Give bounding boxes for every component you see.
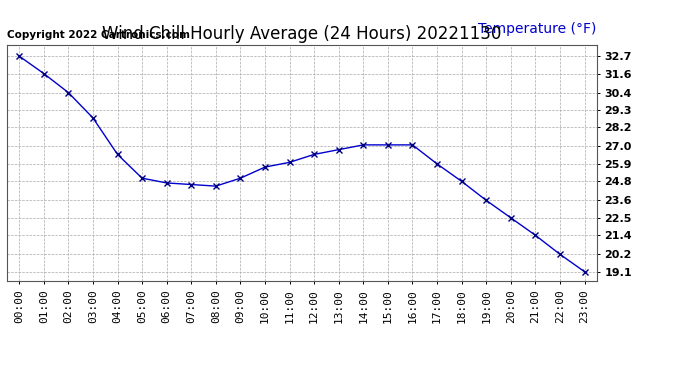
- Title: Wind Chill Hourly Average (24 Hours) 20221130: Wind Chill Hourly Average (24 Hours) 202…: [102, 26, 502, 44]
- Text: Copyright 2022 Cartronics.com: Copyright 2022 Cartronics.com: [7, 30, 190, 40]
- Text: Temperature (°F): Temperature (°F): [478, 21, 597, 36]
